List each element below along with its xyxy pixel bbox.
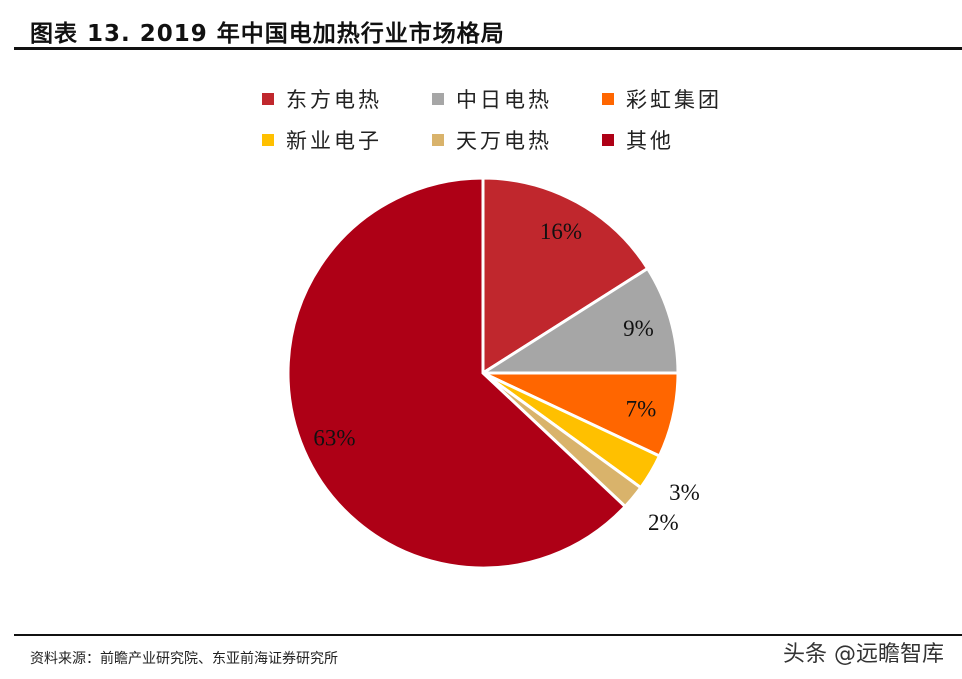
- legend-item: 彩虹集团: [602, 84, 722, 114]
- data-label: 7%: [626, 396, 657, 421]
- pie-slice: [286, 176, 628, 570]
- pie-slice: [477, 266, 680, 375]
- legend-label: 天万电热: [456, 129, 552, 153]
- legend-item: 其他: [602, 125, 674, 155]
- legend-swatch: [262, 93, 274, 105]
- source-note: 资料来源：前瞻产业研究院、东亚前海证券研究所: [30, 651, 338, 667]
- data-label: 3%: [669, 480, 700, 505]
- legend-label: 其他: [626, 129, 674, 153]
- legend-label: 新业电子: [286, 129, 382, 153]
- legend-item: 天万电热: [432, 125, 552, 155]
- legend-label: 中日电热: [456, 88, 552, 112]
- data-label: 9%: [623, 316, 654, 341]
- watermark: 头条 @远瞻智库: [783, 642, 944, 667]
- legend-item: 东方电热: [262, 84, 382, 114]
- legend-swatch: [602, 93, 614, 105]
- pie-slice: [481, 176, 650, 376]
- legend-swatch: [262, 134, 274, 146]
- legend-swatch: [432, 134, 444, 146]
- legend-label: 彩虹集团: [626, 88, 722, 112]
- legend-item: 中日电热: [432, 84, 552, 114]
- legend-label: 东方电热: [286, 88, 382, 112]
- title-rule: [14, 47, 962, 50]
- data-label: 63%: [313, 425, 355, 450]
- figure-title: 图表 13. 2019 年中国电加热行业市场格局: [30, 21, 505, 47]
- data-label: 16%: [540, 219, 582, 244]
- footer-rule: [14, 634, 962, 636]
- data-label: 2%: [648, 510, 679, 535]
- legend-swatch: [432, 93, 444, 105]
- legend-item: 新业电子: [262, 125, 382, 155]
- legend-swatch: [602, 134, 614, 146]
